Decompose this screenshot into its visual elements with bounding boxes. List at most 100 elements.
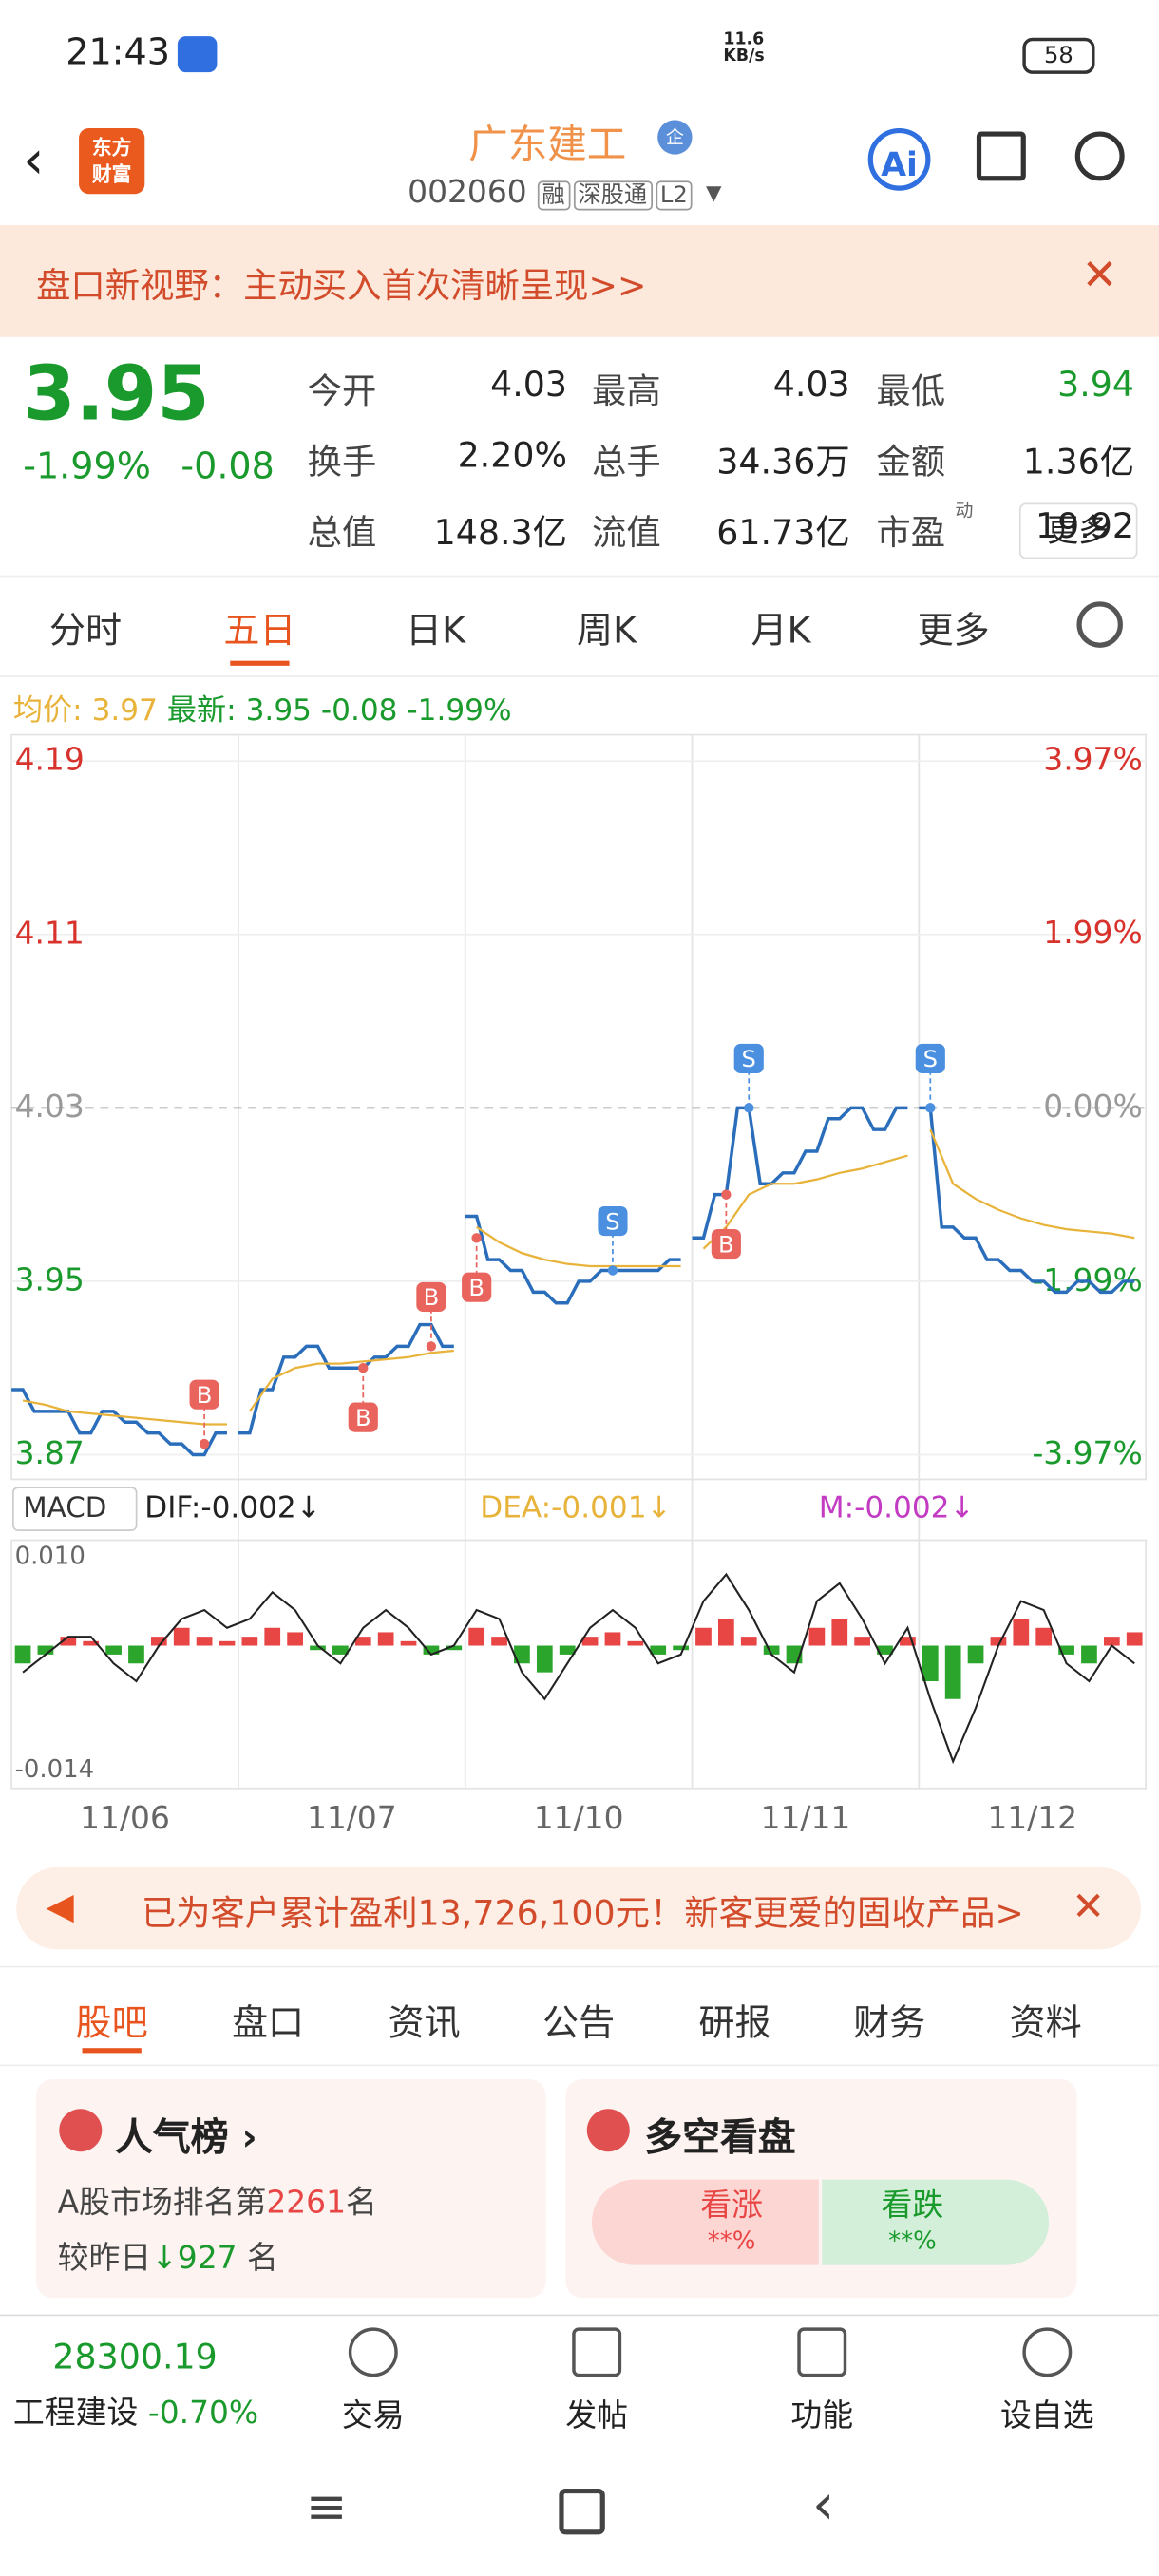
macd-bar: [196, 1637, 213, 1646]
more-button[interactable]: 更多: [1018, 502, 1138, 559]
m-label: M:-0.002↓: [819, 1491, 975, 1525]
marker-label: B: [355, 1405, 371, 1431]
marker-label: B: [197, 1382, 213, 1409]
tab[interactable]: 财务: [853, 2003, 926, 2045]
macd-title: MACD: [23, 1491, 106, 1524]
divider: [0, 575, 1159, 578]
ad-text[interactable]: 已为客户累计盈利13,726,100元！新客更爱的固收产品>: [141, 1893, 1024, 1934]
macd-bar: [900, 1637, 916, 1646]
index-value[interactable]: 28300.19: [52, 2337, 218, 2377]
tab[interactable]: 分时: [48, 611, 123, 653]
tag: 深股通: [573, 180, 653, 211]
search[interactable]: [1074, 131, 1125, 181]
macd-bar: [14, 1645, 31, 1664]
y2-tick-label: 1.99%: [1043, 914, 1142, 951]
dif-label: DIF:-0.002↓: [144, 1491, 321, 1525]
bar-item[interactable]: 设自选: [999, 2397, 1094, 2434]
up-button[interactable]: [591, 2179, 819, 2265]
macd-bar: [740, 1637, 757, 1646]
banner[interactable]: [0, 225, 1159, 337]
field-value: 4.03: [772, 365, 850, 405]
nav-home[interactable]: [559, 2488, 605, 2535]
rank-card[interactable]: [36, 2079, 546, 2299]
macd-bar: [241, 1637, 258, 1646]
bar-item[interactable]: 功能: [790, 2397, 854, 2434]
y-tick-label: 4.19: [15, 741, 85, 778]
tab[interactable]: 研报: [698, 2003, 771, 2045]
tab[interactable]: 月K: [750, 611, 811, 653]
tab[interactable]: 公告: [542, 2003, 616, 2045]
tab[interactable]: 五日: [223, 611, 296, 653]
rank-icon: [59, 2109, 103, 2152]
macd-bar: [218, 1640, 236, 1646]
divider: [0, 2064, 1159, 2067]
dif-line: [22, 1572, 1135, 1765]
tab[interactable]: 资料: [1009, 2003, 1082, 2045]
macd-bar: [287, 1632, 303, 1646]
macd-bar: [37, 1645, 54, 1655]
ai-button[interactable]: Ai: [867, 127, 931, 191]
text: 较昨日: [57, 2240, 152, 2277]
down-button[interactable]: [822, 2179, 1050, 2265]
plot-frame: [10, 1539, 1148, 1790]
macd-bar: [105, 1645, 122, 1655]
banner-text[interactable]: 盘口新视野：主动买入首次清晰呈现>>: [36, 266, 647, 306]
field-label: 今开: [307, 371, 377, 411]
marker-box: [711, 1228, 741, 1260]
field-value: 19.92: [1035, 505, 1135, 546]
series-line: [929, 1128, 1135, 1240]
back[interactable]: ‹: [23, 127, 45, 191]
marker-box: [348, 1402, 378, 1432]
index-line[interactable]: 工程建设 -0.70%: [13, 2388, 258, 2433]
logo-text: 东方: [91, 136, 132, 160]
ad-banner[interactable]: [16, 1866, 1141, 1950]
tab[interactable]: 周K: [577, 611, 637, 653]
macd-bar: [377, 1632, 394, 1646]
ad-close[interactable]: ✕: [1072, 1884, 1106, 1930]
marker-label: S: [923, 1046, 938, 1072]
marker-dot: [199, 1438, 210, 1449]
macd-bar: [944, 1645, 961, 1699]
x-tick-label: 11/11: [761, 1799, 851, 1836]
app-icon: [177, 36, 218, 73]
macd-bar: [695, 1627, 712, 1646]
settings[interactable]: [1076, 601, 1123, 648]
tab[interactable]: 盘口: [231, 2003, 305, 2045]
x-tick-label: 11/10: [534, 1799, 624, 1836]
y2-tick-label: 0.00%: [1043, 1088, 1142, 1125]
share[interactable]: [976, 131, 1026, 181]
macd-bar: [673, 1645, 689, 1651]
label: 看涨: [700, 2188, 763, 2225]
bar-item[interactable]: 交易: [341, 2397, 405, 2434]
tab[interactable]: 资讯: [388, 2003, 461, 2045]
index-change: -0.70%: [147, 2395, 259, 2432]
macd-bar: [83, 1640, 100, 1646]
y-tick-label: 3.95: [15, 1260, 85, 1297]
title: 人气榜: [115, 2116, 229, 2160]
marker-dot: [471, 1233, 482, 1243]
macd-bar: [400, 1640, 417, 1646]
tab[interactable]: 更多: [917, 611, 990, 653]
badge: 企: [657, 120, 693, 155]
macd-bar: [718, 1619, 734, 1646]
nav-back[interactable]: ‹: [811, 2472, 835, 2538]
marker-label: S: [605, 1208, 619, 1235]
macd-bar: [468, 1627, 485, 1646]
nav-menu[interactable]: ≡: [305, 2478, 348, 2537]
close[interactable]: ✕: [1081, 251, 1118, 301]
stock-name: 广东建工: [468, 122, 627, 168]
bar-item[interactable]: 发帖: [565, 2397, 629, 2434]
vote-title: 多空看盘: [644, 2116, 796, 2160]
tab[interactable]: 日K: [406, 611, 466, 653]
rank-title: 人气榜 ›: [115, 2116, 257, 2160]
chart: 11/06 11/07 11/10 11/11 11/12 3.87 3.95 4.03 4.1…: [10, 733, 1148, 1836]
macd-bar: [854, 1637, 871, 1646]
x-tick-label: 11/07: [307, 1799, 397, 1836]
marker-box: [416, 1281, 446, 1313]
field-value: 1.36亿: [1022, 442, 1135, 483]
series-line: [465, 1214, 681, 1305]
macd-bar: [604, 1632, 621, 1646]
macd-bar: [1036, 1627, 1053, 1646]
tab[interactable]: 股吧: [75, 2003, 148, 2045]
